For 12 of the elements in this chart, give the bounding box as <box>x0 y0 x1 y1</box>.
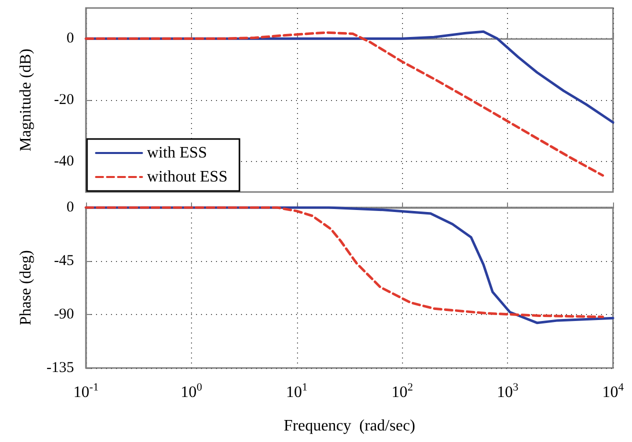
y-tick-label: -135 <box>46 360 74 376</box>
y-tick-label: 0 <box>66 200 74 216</box>
legend-label: with ESS <box>147 144 208 162</box>
legend-label: without ESS <box>147 168 228 186</box>
y-tick-label: 0 <box>66 30 74 47</box>
y-tick-label: -45 <box>54 253 74 269</box>
y-axis-title: Phase (deg) <box>18 250 34 326</box>
x-axis-title: Frequency (rad/sec) <box>284 418 416 434</box>
y-axis-title: Magnitude (dB) <box>18 48 34 152</box>
y-tick-label: -20 <box>54 92 74 108</box>
y-tick-label: -40 <box>54 153 74 170</box>
y-tick-label: -90 <box>54 306 74 322</box>
